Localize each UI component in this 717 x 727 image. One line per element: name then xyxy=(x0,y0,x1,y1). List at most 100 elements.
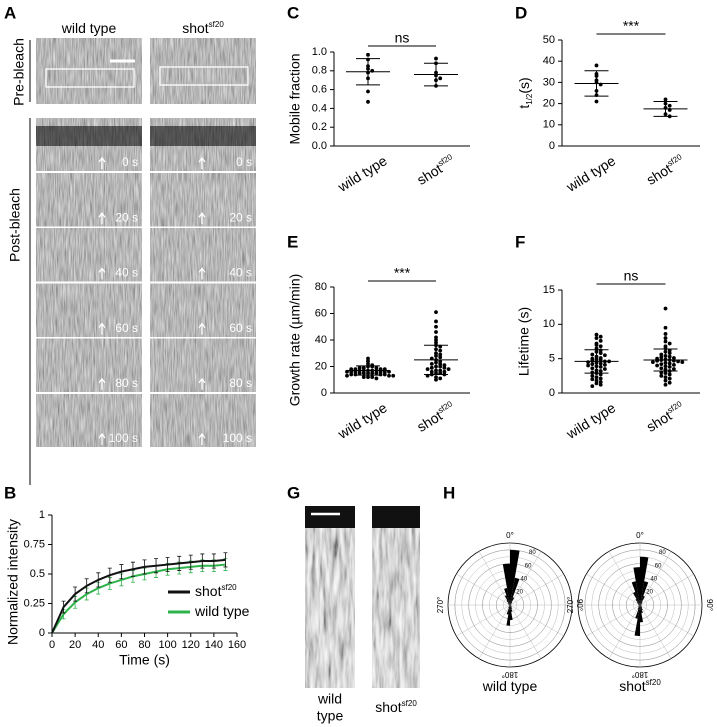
polar-spoke xyxy=(608,604,641,659)
data-point xyxy=(663,339,668,344)
polar-spoke xyxy=(639,551,672,606)
rose-wedge xyxy=(640,595,645,605)
image-top xyxy=(305,506,355,528)
data-point xyxy=(429,365,434,370)
data-point xyxy=(361,371,366,376)
time-label: 40 s xyxy=(115,266,138,280)
y-axis-label: Lifetime (s) xyxy=(516,307,532,376)
rose-wedge xyxy=(640,605,643,608)
image-top xyxy=(372,506,420,528)
y-tick-label: 60 xyxy=(315,307,327,319)
radial-tick-label: 20 xyxy=(516,589,523,595)
microscopy-image xyxy=(36,228,142,282)
data-point xyxy=(438,364,443,369)
rose-wedge xyxy=(506,605,510,615)
data-point xyxy=(667,372,672,377)
radial-tick-label: 80 xyxy=(529,550,536,556)
y-axis-label-part: t xyxy=(516,105,532,109)
data-point xyxy=(434,310,438,315)
polar-spoke xyxy=(478,604,511,659)
data-point xyxy=(446,367,451,372)
data-point xyxy=(438,352,443,357)
rose-wedge xyxy=(637,604,640,605)
bleach-roi xyxy=(45,68,135,88)
polar-spoke xyxy=(586,573,641,606)
significance-label: *** xyxy=(394,265,411,281)
radial-tick-label: 60 xyxy=(525,563,532,569)
column-header: wild type xyxy=(61,20,117,36)
y-axis-label-part: 1/2 xyxy=(525,93,534,105)
rose-wedge xyxy=(638,605,640,606)
angle-tick-label: 0° xyxy=(636,531,644,540)
data-point xyxy=(370,371,375,376)
polar-spoke xyxy=(509,604,564,637)
panel-letter: G xyxy=(287,483,300,502)
data-point xyxy=(366,375,370,379)
y-tick-label: 0 xyxy=(549,387,555,399)
arrow xyxy=(98,156,106,169)
angle-tick-label: 270° xyxy=(436,597,445,614)
rose-wedge xyxy=(638,605,640,608)
x-tick-label: 80 xyxy=(138,639,150,651)
data-point xyxy=(672,356,676,360)
data-point xyxy=(594,63,599,68)
data-point xyxy=(370,375,375,379)
data-point xyxy=(366,89,370,94)
rose-wedge xyxy=(504,595,510,605)
arrow xyxy=(198,377,206,390)
radial-tick-label: 20 xyxy=(646,589,653,595)
arrow xyxy=(98,432,106,445)
legend-label-part: wild type xyxy=(194,603,250,619)
significance-label: ns xyxy=(624,268,639,284)
column-header-part: sf20 xyxy=(209,20,225,29)
data-point xyxy=(345,373,349,378)
column-header-part: shot xyxy=(182,20,209,36)
data-point xyxy=(594,336,599,340)
rose-wedge xyxy=(504,588,510,605)
rose-wedge xyxy=(635,605,640,619)
y-tick-label: 1.0 xyxy=(312,46,327,58)
data-point xyxy=(434,335,438,340)
sd-bar xyxy=(424,62,448,87)
y-tick-label: 0 xyxy=(549,140,555,152)
data-point xyxy=(667,365,672,369)
series-line xyxy=(51,558,226,634)
polar-spoke xyxy=(586,604,641,637)
microscopy-image xyxy=(150,228,256,282)
rose-wedge xyxy=(506,605,510,626)
polar-spoke xyxy=(456,604,511,637)
data-point xyxy=(594,378,599,383)
column-header: shotsf20 xyxy=(182,20,224,36)
data-point xyxy=(598,382,603,387)
data-point xyxy=(651,360,655,364)
data-point xyxy=(667,376,672,381)
x-tick-label: 160 xyxy=(228,639,246,651)
polar-spoke xyxy=(639,604,694,637)
data-point xyxy=(655,363,659,368)
time-label: 60 s xyxy=(115,321,138,335)
data-point xyxy=(663,306,668,311)
time-label: 80 s xyxy=(229,376,252,390)
arrow xyxy=(198,432,206,445)
radial-tick-label: 40 xyxy=(651,576,658,582)
rose-wedge xyxy=(637,605,640,610)
time-label: 60 s xyxy=(229,321,252,335)
data-point xyxy=(590,377,595,382)
sd-bar xyxy=(584,349,609,374)
data-point xyxy=(663,336,668,340)
data-point xyxy=(594,99,599,104)
angle-tick-label: 180° xyxy=(502,670,519,679)
pre-bleach-label: Pre-bleach xyxy=(11,38,27,106)
rose-wedge xyxy=(510,605,513,609)
microscopy-image xyxy=(36,38,142,104)
significance-label: *** xyxy=(623,18,640,34)
microscopy-image xyxy=(150,38,256,104)
time-label: 80 s xyxy=(115,376,138,390)
time-label: 40 s xyxy=(229,266,252,280)
data-point xyxy=(594,332,599,337)
data-point xyxy=(434,324,438,329)
panel-letter: B xyxy=(4,483,16,502)
panel-letter: E xyxy=(287,232,298,251)
rose-wedge xyxy=(510,604,512,605)
polar-spoke xyxy=(639,573,694,606)
